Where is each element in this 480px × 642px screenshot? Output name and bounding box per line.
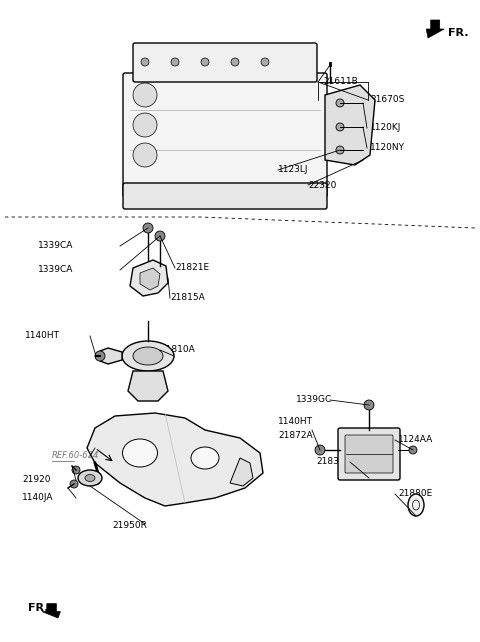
Text: REF.60-624: REF.60-624 [52, 451, 99, 460]
Text: 1339CA: 1339CA [38, 266, 73, 275]
Ellipse shape [408, 494, 424, 516]
Text: 1140JA: 1140JA [22, 494, 53, 503]
Text: 21815A: 21815A [170, 293, 205, 302]
FancyBboxPatch shape [133, 43, 317, 82]
Polygon shape [42, 603, 60, 618]
Polygon shape [325, 85, 375, 165]
Circle shape [201, 58, 209, 66]
Polygon shape [426, 20, 444, 38]
Text: FR.: FR. [28, 603, 48, 613]
Polygon shape [230, 458, 253, 486]
Ellipse shape [122, 439, 157, 467]
Ellipse shape [85, 474, 95, 482]
Circle shape [336, 99, 344, 107]
Text: 21821E: 21821E [175, 263, 209, 272]
Polygon shape [130, 260, 168, 296]
Ellipse shape [191, 447, 219, 469]
Circle shape [72, 466, 80, 474]
Text: 22320: 22320 [308, 180, 336, 189]
Text: 21670S: 21670S [370, 96, 404, 105]
Text: 1140HT: 1140HT [278, 417, 313, 426]
FancyBboxPatch shape [338, 428, 400, 480]
FancyBboxPatch shape [123, 73, 327, 197]
Circle shape [70, 480, 78, 488]
Text: 21810A: 21810A [160, 345, 195, 354]
Text: 21950R: 21950R [112, 521, 147, 530]
Ellipse shape [78, 470, 102, 486]
Circle shape [133, 113, 157, 137]
Text: 21880E: 21880E [398, 489, 432, 498]
Circle shape [315, 445, 325, 455]
Circle shape [171, 58, 179, 66]
Circle shape [231, 58, 239, 66]
Polygon shape [128, 371, 168, 401]
Circle shape [155, 231, 165, 241]
Text: 21830: 21830 [316, 458, 345, 467]
Circle shape [141, 58, 149, 66]
Circle shape [95, 351, 105, 361]
Text: 21920: 21920 [22, 476, 50, 485]
Circle shape [133, 83, 157, 107]
Text: 21611B: 21611B [323, 78, 358, 87]
Ellipse shape [133, 347, 163, 365]
Polygon shape [100, 348, 122, 364]
Circle shape [364, 400, 374, 410]
Ellipse shape [122, 341, 174, 371]
Circle shape [336, 123, 344, 131]
Text: 1140HT: 1140HT [25, 331, 60, 340]
FancyBboxPatch shape [345, 435, 393, 473]
Text: 1339GC: 1339GC [296, 395, 332, 404]
Text: 1124AA: 1124AA [398, 435, 433, 444]
Polygon shape [140, 268, 160, 290]
Circle shape [261, 58, 269, 66]
Text: 1120KJ: 1120KJ [370, 123, 401, 132]
Text: FR.: FR. [448, 28, 468, 38]
Text: 1120NY: 1120NY [370, 144, 405, 153]
FancyBboxPatch shape [123, 183, 327, 209]
Circle shape [143, 223, 153, 233]
Circle shape [133, 143, 157, 167]
Text: 1339CA: 1339CA [38, 241, 73, 250]
Text: 1123LJ: 1123LJ [278, 166, 309, 175]
Text: 21872A: 21872A [278, 431, 312, 440]
Circle shape [409, 446, 417, 454]
Circle shape [336, 146, 344, 154]
Polygon shape [87, 413, 263, 506]
